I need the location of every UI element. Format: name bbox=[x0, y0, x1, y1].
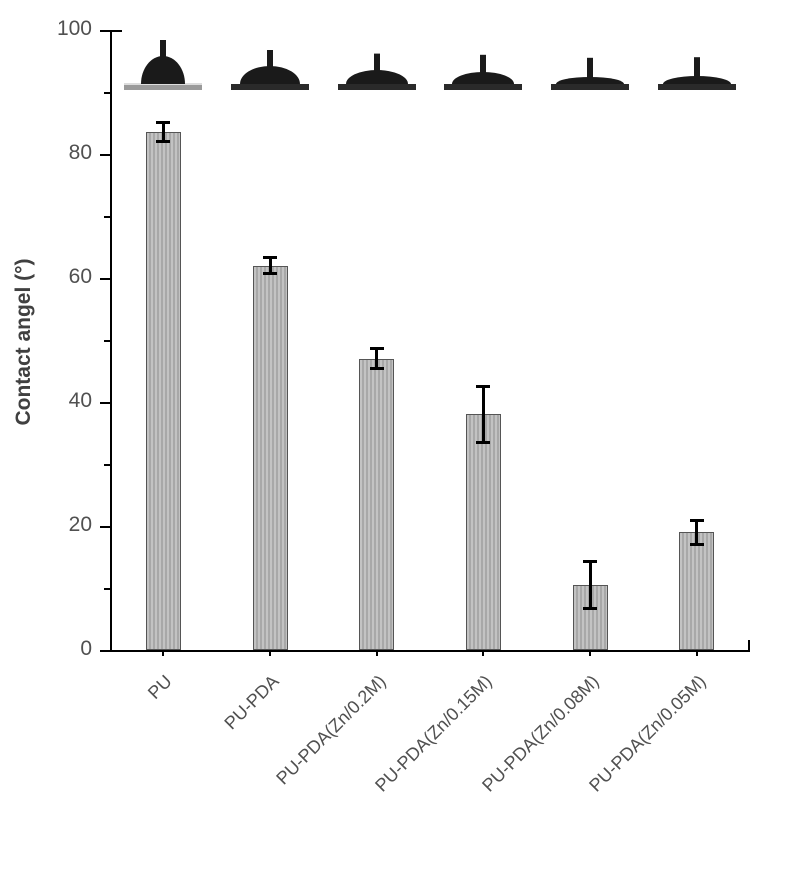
droplet-inset bbox=[440, 38, 526, 94]
error-bar-line bbox=[482, 385, 485, 445]
y-tick-minor bbox=[104, 464, 110, 466]
y-tick-label: 80 bbox=[0, 141, 92, 165]
error-bar-cap-top bbox=[370, 347, 384, 350]
error-bar-cap-bottom bbox=[690, 543, 704, 546]
droplet-svg bbox=[440, 38, 526, 94]
droplet-svg bbox=[120, 38, 206, 94]
bar bbox=[359, 359, 394, 650]
bar-fill bbox=[146, 132, 181, 650]
x-tick bbox=[589, 650, 591, 656]
bar bbox=[146, 132, 181, 650]
y-tick-minor bbox=[104, 588, 110, 590]
droplet-svg bbox=[654, 38, 740, 94]
y-tick-minor bbox=[104, 216, 110, 218]
droplet-inset bbox=[334, 38, 420, 94]
x-tick bbox=[162, 650, 164, 656]
y-tick-label: 0 bbox=[0, 637, 92, 661]
x-axis-line bbox=[110, 650, 750, 652]
error-bar-line bbox=[695, 519, 698, 546]
error-bar-cap-top bbox=[263, 256, 277, 259]
y-tick-major bbox=[100, 650, 110, 652]
droplet-inset bbox=[120, 38, 206, 94]
bar bbox=[466, 414, 501, 650]
error-bar-cap-top bbox=[583, 560, 597, 563]
y-tick-major bbox=[100, 278, 110, 280]
error-bar-cap-bottom bbox=[263, 272, 277, 275]
y-tick-major bbox=[100, 30, 110, 32]
x-tick bbox=[376, 650, 378, 656]
contact-angle-chart: 020406080100Contact angel (°)PUPU-PDAPU-… bbox=[0, 0, 795, 892]
y-tick-major bbox=[100, 526, 110, 528]
bar-fill bbox=[679, 532, 714, 650]
droplet-inset bbox=[227, 38, 313, 94]
droplet-svg bbox=[334, 38, 420, 94]
x-tick bbox=[269, 650, 271, 656]
bar-fill bbox=[253, 266, 288, 650]
x-tick bbox=[482, 650, 484, 656]
error-bar-cap-bottom bbox=[370, 367, 384, 370]
droplet-svg bbox=[547, 38, 633, 94]
error-bar-cap-top bbox=[156, 121, 170, 124]
droplet-inset bbox=[654, 38, 740, 94]
y-tick-label: 100 bbox=[0, 17, 92, 41]
y-tick-major bbox=[100, 154, 110, 156]
error-bar-cap-bottom bbox=[583, 607, 597, 610]
error-bar-cap-bottom bbox=[156, 140, 170, 143]
error-bar-line bbox=[589, 560, 592, 610]
bar bbox=[253, 266, 288, 650]
error-bar-cap-top bbox=[476, 385, 490, 388]
bar bbox=[679, 532, 714, 650]
bar-fill bbox=[359, 359, 394, 650]
y-axis-line bbox=[110, 30, 112, 650]
y-axis-title: Contact angel (°) bbox=[12, 242, 36, 442]
axis-stub-top bbox=[110, 30, 122, 32]
x-tick bbox=[696, 650, 698, 656]
y-tick-minor bbox=[104, 340, 110, 342]
error-bar-cap-top bbox=[690, 519, 704, 522]
droplet-inset bbox=[547, 38, 633, 94]
droplet-svg bbox=[227, 38, 313, 94]
y-tick-major bbox=[100, 402, 110, 404]
error-bar-cap-bottom bbox=[476, 441, 490, 444]
bar-fill bbox=[466, 414, 501, 650]
y-tick-label: 20 bbox=[0, 513, 92, 537]
axis-stub-right bbox=[748, 640, 750, 652]
y-tick-minor bbox=[104, 92, 110, 94]
